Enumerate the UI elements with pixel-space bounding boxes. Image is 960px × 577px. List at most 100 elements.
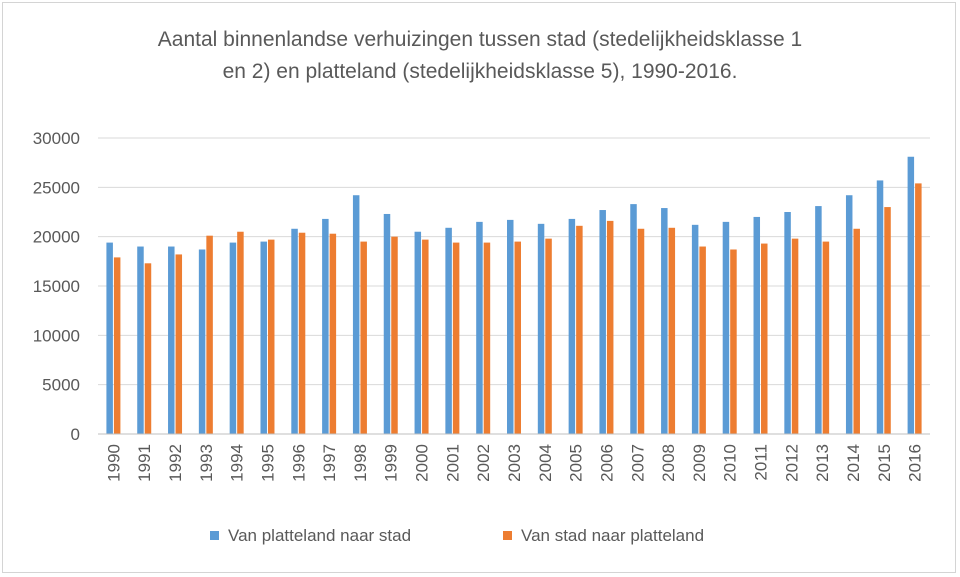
y-tick-label: 10000 [33,326,80,345]
bar-stad-naar-platteland-2010 [730,249,737,434]
y-tick-label: 0 [71,425,80,444]
bar-platteland-naar-stad-1990 [106,242,113,434]
x-tick-label: 1991 [135,444,154,482]
bar-stad-naar-platteland-1991 [144,263,152,434]
bars [106,156,922,434]
bar-platteland-naar-stad-1997 [322,218,329,434]
x-tick-label: 1992 [166,444,185,482]
bar-stad-naar-platteland-2007 [637,228,645,434]
x-tick-label: 1995 [258,444,277,482]
bar-stad-naar-platteland-1997 [329,233,337,434]
bar-platteland-naar-stad-2010 [722,221,730,434]
x-tick-label: 1996 [289,444,308,482]
chart-title-line-2: en 2) en platteland (stedelijkheidsklass… [223,60,738,83]
bar-stad-naar-platteland-1995 [267,239,275,434]
bar-stad-naar-platteland-2004 [545,238,552,434]
bar-stad-naar-platteland-2015 [884,207,891,434]
bar-stad-naar-platteland-2012 [791,238,799,434]
x-tick-label: 1999 [382,444,401,482]
bar-platteland-naar-stad-2011 [753,216,761,434]
x-tick-label: 2001 [443,444,462,482]
bar-stad-naar-platteland-1998 [360,241,367,434]
x-tick-label: 2007 [628,444,647,482]
y-tick-label: 5000 [42,376,80,395]
bar-platteland-naar-stad-2001 [445,227,452,434]
bar-platteland-naar-stad-2008 [661,208,668,434]
bar-stad-naar-platteland-2001 [452,242,460,434]
bar-platteland-naar-stad-2003 [507,219,514,434]
legend-label: Van platteland naar stad [228,526,411,545]
bar-platteland-naar-stad-2002 [476,221,483,434]
bar-stad-naar-platteland-2011 [761,243,768,434]
x-tick-label: 2004 [536,444,555,482]
legend-label: Van stad naar platteland [521,526,704,545]
x-tick-label: 2005 [567,444,586,482]
bar-platteland-naar-stad-2005 [568,218,576,434]
x-tick-label: 2011 [752,444,771,481]
bar-platteland-naar-stad-1993 [198,249,206,434]
bar-platteland-naar-stad-2004 [537,223,545,434]
bar-stad-naar-platteland-2008 [668,227,676,434]
bar-platteland-naar-stad-1996 [291,228,298,434]
x-tick-label: 1998 [351,444,370,482]
bar-platteland-naar-stad-2009 [691,224,699,434]
x-tick-label: 2010 [721,444,740,482]
bar-stad-naar-platteland-2014 [853,228,860,434]
bar-stad-naar-platteland-1999 [391,236,398,434]
bar-stad-naar-platteland-1993 [206,235,213,434]
y-tick-label: 15000 [33,277,80,296]
bar-stad-naar-platteland-2006 [606,220,614,434]
legend-swatch [503,531,512,540]
bar-stad-naar-platteland-2005 [576,225,583,434]
legend: Van platteland naar stad Van stad naar pl… [210,526,704,545]
x-tick-label: 2003 [505,444,524,482]
bar-platteland-naar-stad-2016 [907,156,915,434]
bar-platteland-naar-stad-1999 [383,213,391,434]
bar-stad-naar-platteland-2003 [514,241,521,434]
x-tick-label: 2002 [474,444,493,482]
bar-platteland-naar-stad-2014 [845,195,853,434]
x-tick-label: 2014 [844,444,863,482]
bar-stad-naar-platteland-1994 [237,231,244,434]
x-tick-label: 2006 [597,444,616,482]
bar-stad-naar-platteland-2000 [422,239,429,434]
x-tick-label: 1997 [320,444,339,482]
x-axis-ticks: 1990 1991 1992 1993 1994 1995 1996 1997 1998 1999… [104,444,924,482]
bar-stad-naar-platteland-1990 [113,257,121,434]
chart-title-line-1: Aantal binnenlandse verhuizingen tussen … [158,28,802,51]
bar-stad-naar-platteland-1992 [175,254,183,434]
bar-stad-naar-platteland-2013 [822,241,830,434]
y-tick-label: 20000 [33,228,80,247]
bar-platteland-naar-stad-2007 [630,204,637,434]
bar-platteland-naar-stad-2006 [599,210,606,434]
x-tick-label: 2013 [813,444,832,482]
bar-stad-naar-platteland-2016 [915,183,922,434]
y-tick-label: 30000 [33,129,80,148]
bar-platteland-naar-stad-1995 [260,241,267,434]
bar-platteland-naar-stad-1992 [168,246,175,434]
bar-platteland-naar-stad-2012 [784,212,791,434]
x-tick-label: 2016 [906,444,925,482]
legend-swatch [210,531,219,540]
bar-stad-naar-platteland-2002 [483,242,491,434]
bar-platteland-naar-stad-2013 [815,206,822,434]
bar-stad-naar-platteland-2009 [699,246,706,434]
y-tick-label: 25000 [33,178,80,197]
bar-platteland-naar-stad-1994 [229,242,237,434]
bar-stad-naar-platteland-1996 [298,232,306,434]
x-tick-label: 2015 [875,444,894,482]
x-tick-label: 2012 [782,444,801,482]
bar-platteland-naar-stad-2015 [876,180,884,434]
x-tick-label: 1993 [197,444,216,482]
x-tick-label: 2000 [413,444,432,482]
bar-platteland-naar-stad-1991 [137,246,144,434]
gridlines [98,137,930,386]
bar-platteland-naar-stad-1998 [352,195,360,434]
x-tick-label: 2009 [690,444,709,482]
x-tick-label: 2008 [659,444,678,482]
bar-platteland-naar-stad-2000 [414,231,422,434]
y-axis-ticks: 0 5000 10000 15000 20000 25000 30000 [33,129,80,444]
x-tick-label: 1994 [228,444,247,482]
x-tick-label: 1990 [104,444,123,482]
